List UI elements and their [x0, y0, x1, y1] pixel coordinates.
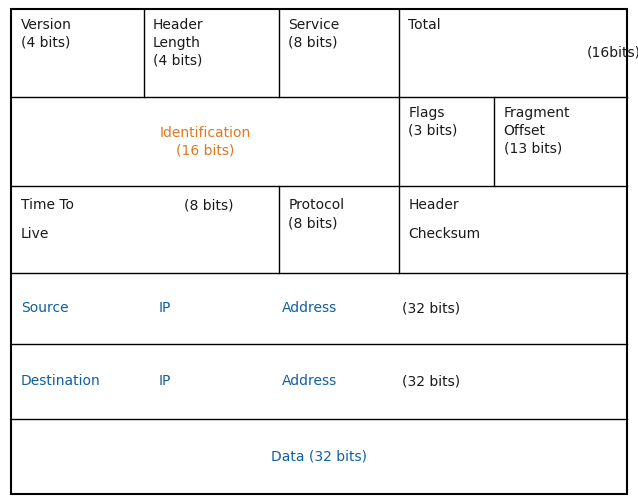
Text: (32 bits): (32 bits): [402, 374, 460, 388]
Text: Source: Source: [20, 301, 68, 315]
Text: Live: Live: [20, 227, 49, 241]
Text: Header: Header: [408, 198, 459, 212]
Text: Service
(8 bits): Service (8 bits): [288, 18, 339, 50]
Text: Identification
(16 bits): Identification (16 bits): [160, 126, 251, 157]
Text: Version
(4 bits): Version (4 bits): [20, 18, 71, 50]
Text: Protocol
(8 bits): Protocol (8 bits): [288, 198, 345, 230]
Text: Checksum: Checksum: [408, 227, 480, 241]
Text: Destination: Destination: [20, 374, 100, 388]
Text: (16bits): (16bits): [587, 45, 638, 59]
Text: Data (32 bits): Data (32 bits): [271, 449, 367, 463]
Text: (32 bits): (32 bits): [402, 301, 460, 315]
Text: IP: IP: [159, 374, 172, 388]
Text: Flags
(3 bits): Flags (3 bits): [408, 106, 457, 138]
Text: Total: Total: [408, 18, 441, 32]
Text: Time To: Time To: [20, 198, 74, 212]
Text: Header
Length
(4 bits): Header Length (4 bits): [153, 18, 204, 67]
Text: Fragment
Offset
(13 bits): Fragment Offset (13 bits): [503, 106, 570, 156]
Text: Address: Address: [282, 374, 338, 388]
Text: (8 bits): (8 bits): [184, 198, 234, 212]
Text: Address: Address: [282, 301, 338, 315]
Text: IP: IP: [159, 301, 172, 315]
